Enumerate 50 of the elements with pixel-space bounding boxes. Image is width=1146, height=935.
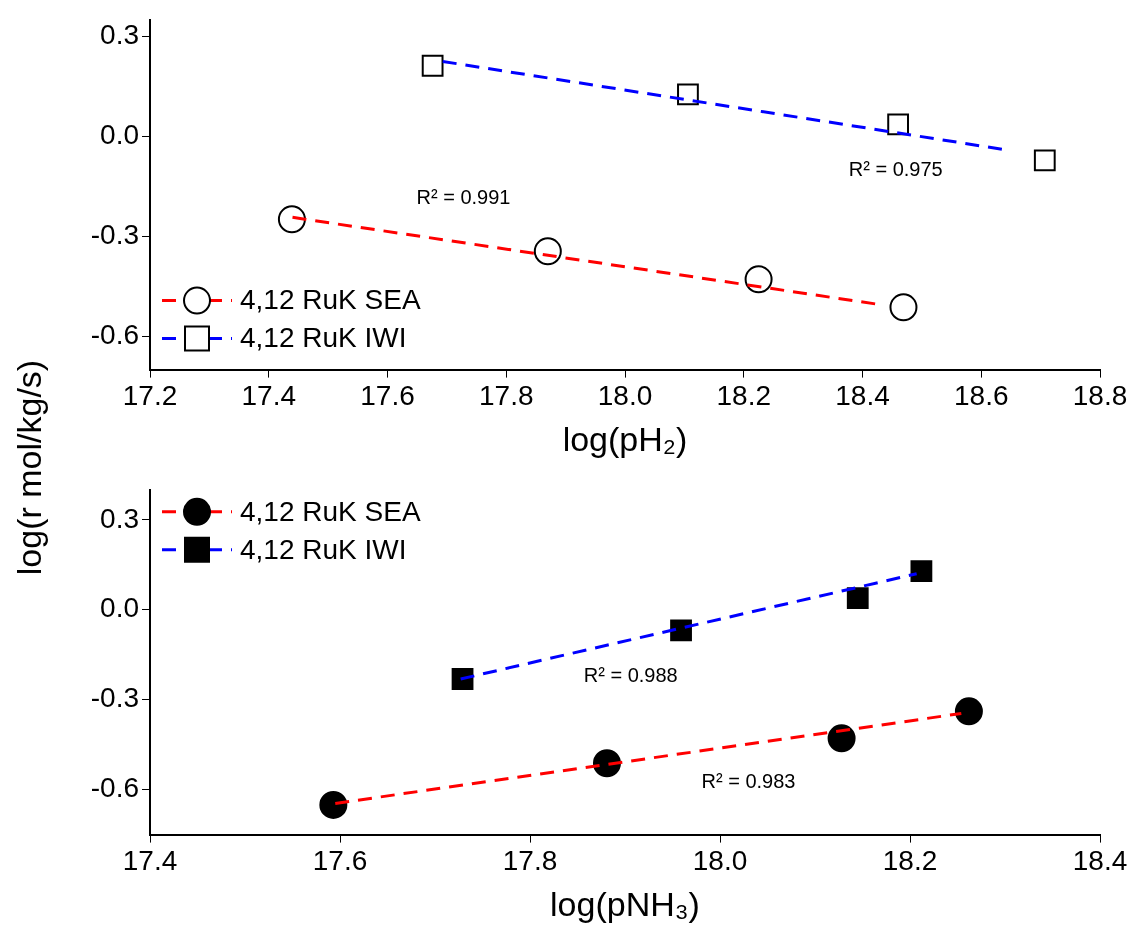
x-tick-label: 17.8: [479, 380, 534, 412]
point: [846, 587, 869, 609]
point: [533, 237, 562, 266]
point: [592, 749, 621, 778]
x-tick-label: 18.2: [882, 845, 938, 877]
legend-label: 4,12 RuK IWI: [240, 533, 407, 565]
x-tick-label: 18.6: [954, 380, 1009, 412]
x-tick-label: 18.8: [1072, 380, 1128, 412]
legend-label: 4,12 RuK IWI: [240, 322, 407, 354]
legend-label: 4,12 RuK SEA: [240, 284, 421, 316]
y-tick-label: 0.3: [100, 19, 139, 51]
x-axis-title: log(pNH₃): [550, 884, 700, 923]
x-tick-label: 17.6: [312, 845, 368, 877]
x-tick-label: 18.0: [597, 380, 653, 412]
point: [889, 293, 918, 322]
point: [421, 54, 444, 77]
x-axis-title: log(pH₂): [562, 419, 688, 458]
annotation: R² = 0.991: [416, 185, 511, 208]
point: [451, 668, 474, 690]
point: [827, 724, 856, 753]
point: [277, 205, 306, 234]
x-tick-label: 17.8: [502, 845, 558, 877]
x-tick-label: 17.2: [122, 380, 178, 412]
y-tick-label: -0.3: [90, 682, 139, 714]
y-tick-label: -0.6: [90, 772, 139, 804]
annotation: R² = 0.988: [583, 663, 678, 686]
point: [677, 83, 699, 106]
y-tick-label: -0.6: [90, 319, 139, 350]
legend-label: 4,12 RuK SEA: [240, 495, 421, 527]
annotation: R² = 0.975: [848, 157, 943, 180]
x-tick-label: 18.4: [1072, 845, 1128, 877]
point: [910, 560, 933, 582]
point: [954, 697, 983, 726]
point: [744, 265, 773, 294]
y-tick-label: 0.3: [100, 502, 139, 534]
x-tick-label: 17.6: [360, 380, 415, 412]
x-tick-label: 18.4: [835, 380, 890, 412]
y-axis-title: log(r mol/kg/s): [10, 359, 50, 576]
x-tick-label: 17.4: [241, 380, 296, 412]
y-tick-label: 0.0: [100, 592, 139, 624]
y-tick-label: 0.0: [100, 119, 139, 151]
point: [887, 113, 910, 136]
point: [319, 790, 348, 819]
x-tick-label: 17.4: [122, 845, 178, 877]
point: [1033, 149, 1056, 172]
annotation: R² = 0.983: [701, 770, 796, 793]
y-tick-label: -0.3: [90, 219, 139, 251]
x-tick-label: 18.0: [692, 845, 748, 877]
point: [670, 619, 692, 642]
x-tick-label: 18.2: [716, 380, 771, 412]
